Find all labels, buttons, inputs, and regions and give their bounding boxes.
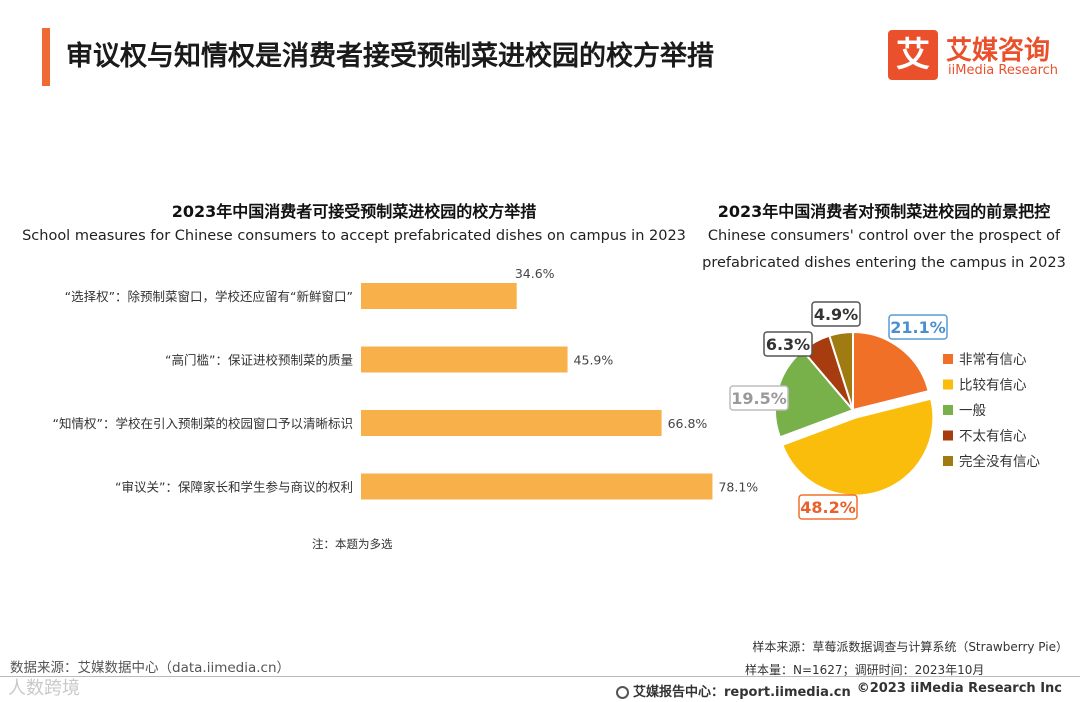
legend-swatch: [943, 354, 953, 364]
footer-divider: [0, 676, 1080, 677]
bar-2: [361, 346, 568, 373]
brand-name-cn: 艾媒咨询: [946, 36, 1051, 66]
pie-value-label: 6.3%: [766, 335, 810, 354]
globe-icon: [616, 686, 629, 699]
page-title: 审议权与知情权是消费者接受预制菜进校园的校方举措: [66, 41, 714, 72]
legend-label: 完全没有信心: [959, 453, 1040, 470]
bar-1: [361, 283, 517, 309]
legend-swatch: [943, 456, 953, 466]
pie-value-label: 21.1%: [890, 318, 946, 337]
legend-swatch: [943, 379, 953, 390]
pie-slice-2: [781, 397, 935, 497]
bar-category-label: “知情权”：学校在引入预制菜的校园窗口予以清晰标识: [53, 416, 353, 431]
legend-label: 不太有信心: [959, 429, 1027, 445]
legend-swatch: [943, 430, 953, 441]
chart-note: 注：本题为多选: [312, 537, 393, 551]
pie-chart-title: 2023年中国消费者对预制菜进校园的前景把控: [717, 202, 1051, 221]
bar-value-label: 78.1%: [718, 480, 758, 495]
pie-slice-1: [852, 330, 930, 412]
pie-value-label: 4.9%: [814, 305, 858, 324]
pie-label-box: [763, 331, 813, 357]
brand-logo: 艾 艾媒咨询 iiMedia Research: [888, 30, 1068, 82]
brand-name-en: iiMedia Research: [948, 63, 1059, 78]
copyright: ©2023 iiMedia Research Inc: [856, 681, 1062, 696]
pie-label-box: [729, 385, 789, 411]
pie-slice-5: [828, 330, 854, 411]
bar-value-label: 66.8%: [668, 416, 708, 431]
watermark-text: 人数跨境: [8, 678, 80, 699]
bar-value-label: 34.6%: [515, 266, 555, 281]
brand-mark-icon: 艾: [888, 30, 938, 80]
data-source: 数据来源：艾媒数据中心（data.iimedia.cn）: [10, 660, 291, 676]
bar-category-label: “高门槛”：保证进校预制菜的质量: [165, 353, 353, 368]
bar-value-label: 45.9%: [574, 353, 614, 368]
pie-label-box: [798, 494, 858, 520]
bar-category-label: “审议关”：保障家长和学生参与商议的权利: [115, 480, 353, 495]
sample-source: 样本来源：草莓派数据调查与计算系统（Strawberry Pie）: [752, 640, 1068, 654]
bar-4: [361, 473, 713, 500]
sample-size: 样本量：N=1627；调研时间：2023年10月: [745, 663, 985, 677]
report-center[interactable]: 艾媒报告中心：report.iimedia.cn: [616, 681, 851, 700]
bar-chart-subtitle: School measures for Chinese consumers to…: [22, 228, 686, 244]
pie-chart-subtitle-line1: Chinese consumers' control over the pros…: [707, 228, 1061, 244]
pie-chart-subtitle-line2: prefabricated dishes entering the campus…: [702, 255, 1066, 271]
legend-label: 一般: [959, 403, 987, 419]
report-center-text: 艾媒报告中心：report.iimedia.cn: [633, 685, 851, 700]
bar-chart-title: 2023年中国消费者可接受预制菜进校园的校方举措: [171, 202, 537, 221]
legend-label: 非常有信心: [959, 352, 1027, 368]
pie-value-label: 19.5%: [731, 389, 787, 408]
pie-value-label: 48.2%: [800, 498, 856, 517]
pie-label-box: [811, 301, 861, 327]
bar-category-label: “选择权”：除预制菜窗口，学校还应留有“新鲜窗口”: [65, 289, 353, 304]
title-accent-bar: [42, 28, 50, 86]
legend-label: 比较有信心: [959, 378, 1027, 394]
bar-3: [361, 410, 662, 436]
pie-label-box: [888, 314, 948, 340]
legend-swatch: [943, 405, 953, 415]
